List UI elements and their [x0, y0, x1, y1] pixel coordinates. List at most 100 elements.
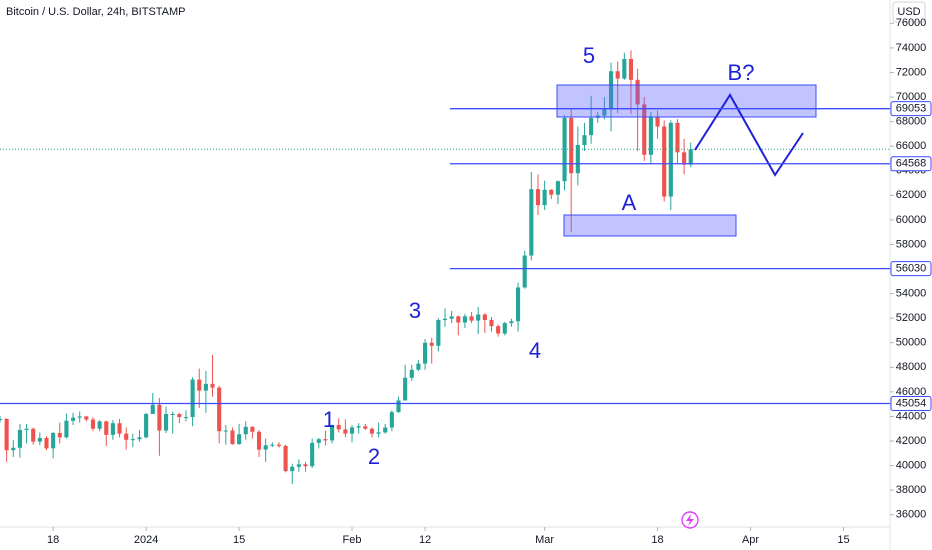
- candle-body: [51, 433, 56, 449]
- y-tick-label: 54000: [896, 288, 927, 300]
- candle-body: [436, 320, 441, 346]
- candle-body: [589, 117, 594, 136]
- y-tick-label: 44000: [896, 410, 927, 422]
- currency-button[interactable]: [892, 1, 926, 23]
- price-line-label: 64568: [896, 158, 927, 170]
- candle-body: [535, 189, 541, 206]
- candle-body: [416, 363, 421, 370]
- candle-body: [363, 426, 368, 429]
- candle-body: [376, 432, 381, 434]
- candle-body: [529, 189, 534, 256]
- candle-body: [230, 430, 235, 445]
- y-tick-label: 62000: [896, 189, 927, 201]
- wave-label: B?: [728, 60, 755, 85]
- candle-body: [90, 419, 96, 429]
- candle-body: [110, 423, 115, 435]
- candle-body: [396, 400, 401, 413]
- candle-body: [303, 464, 308, 467]
- y-tick-label: 50000: [896, 337, 927, 349]
- candle-body: [383, 427, 388, 433]
- x-tick-label: Apr: [742, 534, 759, 546]
- candle-body: [4, 418, 9, 451]
- y-tick-label: 36000: [896, 509, 927, 521]
- candle-body: [283, 445, 288, 472]
- candle-body: [197, 379, 202, 391]
- candle-body: [44, 437, 49, 449]
- candle-body: [549, 189, 554, 195]
- demand-zone: [563, 214, 737, 237]
- candle-body: [615, 71, 620, 79]
- candle-body: [237, 434, 242, 445]
- candle-body: [170, 413, 175, 415]
- y-tick-label: 70000: [896, 91, 927, 103]
- price-line-label-box: [890, 261, 932, 277]
- currency-label[interactable]: USD: [897, 6, 920, 18]
- y-tick-label: 52000: [896, 312, 927, 324]
- candle-body: [117, 423, 122, 434]
- y-tick-label: 60000: [896, 214, 927, 226]
- candle-body: [330, 425, 335, 441]
- candle-body: [163, 413, 169, 431]
- y-tick-label: 76000: [896, 17, 927, 29]
- candle-body: [150, 404, 155, 414]
- y-tick-label: 48000: [896, 361, 927, 373]
- candle-body: [688, 149, 693, 165]
- y-tick-label: 42000: [896, 435, 927, 447]
- plot-area: [0, 50, 890, 485]
- x-tick-label: Feb: [343, 534, 362, 546]
- candle-body: [203, 383, 208, 391]
- candle-body: [64, 420, 69, 438]
- candle-body: [655, 116, 660, 127]
- candle-body: [403, 377, 408, 401]
- candle-body: [276, 444, 282, 446]
- price-line-label: 56030: [896, 263, 927, 275]
- candle-body: [349, 427, 355, 434]
- wave-label: 4: [529, 338, 541, 363]
- tv-logo: [681, 511, 699, 529]
- candle-body: [442, 318, 448, 321]
- y-tick-label: 74000: [896, 42, 927, 54]
- candle-body: [409, 369, 414, 378]
- candle-body: [542, 189, 547, 206]
- x-tick-label: 12: [419, 534, 431, 546]
- candle-body: [449, 316, 454, 319]
- candle-body: [622, 58, 627, 79]
- candle-body: [522, 255, 527, 288]
- candle-body: [423, 342, 428, 364]
- candle-body: [57, 433, 62, 438]
- candle-body: [190, 379, 195, 418]
- candle-body: [635, 79, 640, 105]
- candle-body: [183, 417, 189, 419]
- candle-body: [144, 413, 149, 438]
- x-tick-label: 2024: [134, 534, 158, 546]
- x-tick-label: 15: [837, 534, 849, 546]
- candle-body: [243, 426, 248, 435]
- price-line-label: 69053: [896, 103, 927, 115]
- candle-body: [662, 126, 667, 197]
- candle-body: [476, 314, 481, 321]
- candle-body: [157, 404, 162, 431]
- candle-body: [336, 425, 341, 430]
- x-tick-label: 18: [651, 534, 663, 546]
- candle-body: [516, 287, 521, 322]
- candle-body: [429, 342, 434, 346]
- price-line-label-box: [890, 395, 932, 411]
- wave-label: A: [622, 190, 637, 215]
- candle-body: [217, 387, 222, 432]
- candle-body: [130, 439, 135, 441]
- candle-body: [489, 320, 494, 327]
- candle-body: [24, 428, 29, 430]
- candle-body: [343, 429, 348, 434]
- candle-body: [296, 464, 301, 467]
- candle-body: [602, 109, 607, 116]
- candle-body: [582, 135, 587, 145]
- candle-body: [502, 323, 507, 334]
- candle-body: [668, 122, 673, 197]
- candle-body: [263, 445, 268, 450]
- candle-body: [37, 437, 42, 442]
- candle-body: [575, 144, 580, 174]
- candle-body: [642, 104, 647, 155]
- candle-body: [310, 442, 315, 467]
